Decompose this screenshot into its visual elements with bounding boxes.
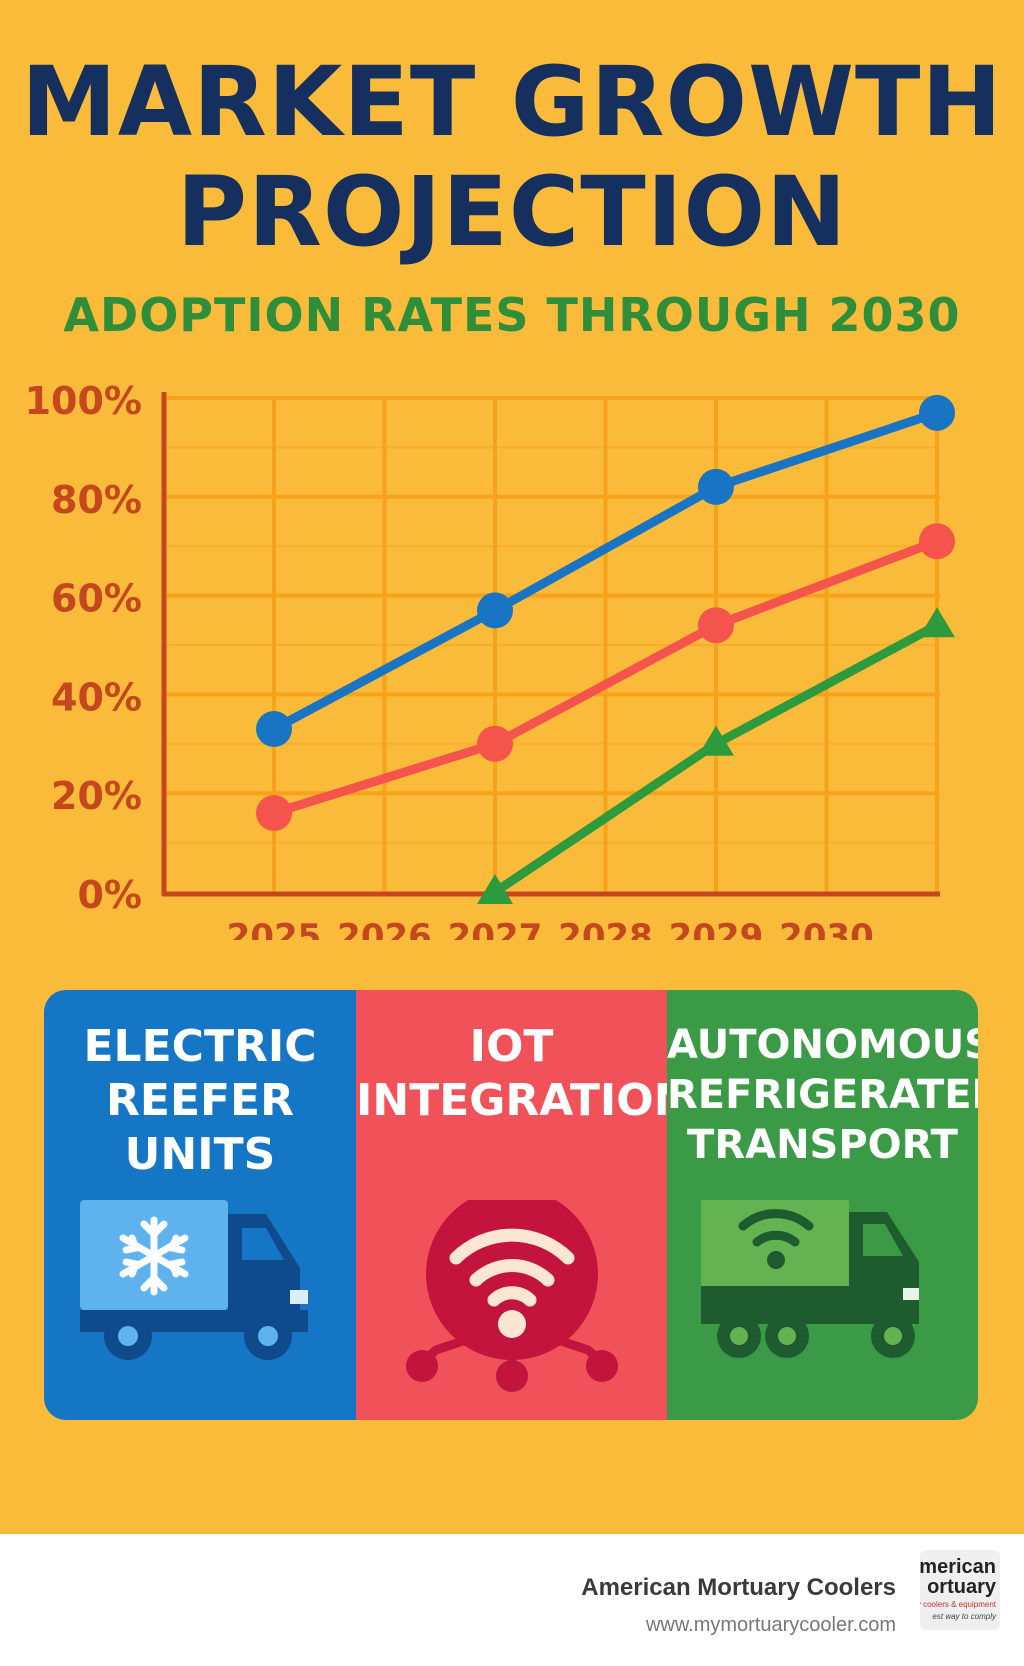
- series-point: [477, 874, 513, 904]
- autonomous-truck-wifi-icon: [701, 1200, 919, 1358]
- adoption-line-chart: 0%20%40%60%80%100% 2025 2026 2027 2028 2029 2…: [25, 380, 955, 940]
- logo-text: merican: [920, 1556, 996, 1578]
- y-tick-label: 60%: [51, 577, 142, 621]
- wifi-network-node-icon: [406, 1200, 618, 1392]
- chart-grid: [164, 396, 940, 892]
- series-point: [919, 607, 955, 638]
- x-tick-label: 2028: [558, 917, 653, 940]
- x-tick-label: 2030: [779, 917, 874, 940]
- series-point: [698, 607, 734, 644]
- panel-label-line: TRANSPORT: [687, 1122, 958, 1168]
- series-point: [256, 794, 292, 831]
- x-tick-label: 2026: [337, 917, 432, 940]
- series-point: [698, 468, 734, 505]
- panel-label-line: INTEGRATION: [356, 1075, 691, 1126]
- series-point: [919, 523, 955, 560]
- y-tick-label: 40%: [51, 675, 142, 719]
- x-tick-label: 2025: [227, 917, 322, 940]
- x-tick-label: 2027: [448, 917, 543, 940]
- page-subtitle: ADOPTION RATES THROUGH 2030: [63, 288, 961, 342]
- panel-label-line: ELECTRIC: [83, 1021, 317, 1072]
- series-point: [256, 710, 292, 747]
- panel-autonomous-transport: AUTONOMOUS REFRIGERATED TRANSPORT: [667, 990, 978, 1420]
- brand-url[interactable]: www.mymortuarycooler.com: [645, 1614, 896, 1636]
- logo-text: ortuary: [927, 1576, 996, 1598]
- y-tick-label: 80%: [51, 478, 142, 522]
- series-line-0: [269, 408, 942, 734]
- panel-autonomous-transport-label: AUTONOMOUS REFRIGERATED TRANSPORT: [667, 1020, 978, 1170]
- y-tick-label: 100%: [25, 380, 142, 423]
- page-title-line2: PROJECTION: [176, 156, 848, 268]
- series-point: [919, 394, 955, 431]
- footer: American Mortuary Coolers www.mymortuary…: [0, 1534, 1024, 1666]
- y-tick-labels: 0% 20% 40% 60% 80% 100%: [25, 380, 142, 917]
- y-tick-label: 0%: [77, 873, 142, 917]
- refrigerated-truck-snowflake-icon: [80, 1200, 308, 1360]
- logo-slogan: est way to comply: [932, 1612, 996, 1621]
- x-tick-labels: 2025 2026 2027 2028 2029 2030: [227, 917, 874, 940]
- panel-label-line: REFRIGERATED: [667, 1072, 978, 1118]
- brand-name: American Mortuary Coolers: [581, 1574, 896, 1601]
- chart-series: [256, 394, 955, 904]
- panel-label-line: IOT: [469, 1021, 554, 1072]
- chart-axes: [161, 392, 940, 897]
- series-point: [698, 725, 734, 756]
- panel-electric-reefer-label: ELECTRIC REEFER UNITS: [44, 1020, 356, 1182]
- page-title-line1: MARKET GROWTH: [21, 46, 1003, 158]
- panel-iot-integration-label: IOT INTEGRATION: [356, 1020, 691, 1128]
- panel-electric-reefer: ELECTRIC REEFER UNITS: [44, 990, 356, 1420]
- brand-block: American Mortuary Coolers www.mymortuary…: [581, 1574, 896, 1637]
- panel-label-line: UNITS: [124, 1129, 276, 1180]
- series-point: [477, 592, 513, 629]
- panel-label-line: AUTONOMOUS: [667, 1022, 978, 1068]
- series-line-1: [269, 536, 942, 818]
- panel-iot-integration: IOT INTEGRATION: [356, 990, 691, 1420]
- y-tick-label: 20%: [51, 774, 142, 818]
- series-point: [477, 725, 513, 762]
- x-tick-label: 2029: [669, 917, 764, 940]
- logo-tagline: ary coolers & equipment: [920, 1600, 996, 1609]
- brand-logo: merican ortuary ary coolers & equipment …: [920, 1550, 1000, 1630]
- trend-panels: ELECTRIC REEFER UNITS: [44, 990, 978, 1420]
- panel-label-line: REEFER: [106, 1075, 294, 1126]
